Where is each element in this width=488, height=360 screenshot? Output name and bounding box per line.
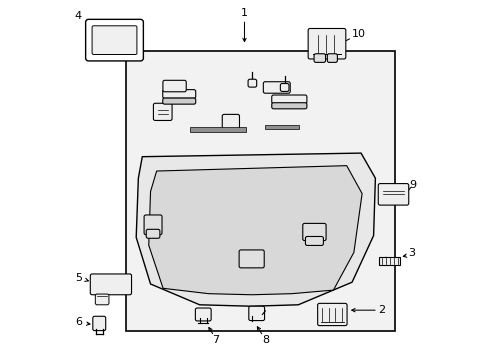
FancyBboxPatch shape [126,51,394,330]
FancyBboxPatch shape [271,103,306,109]
FancyBboxPatch shape [85,19,143,61]
FancyBboxPatch shape [248,306,264,320]
FancyBboxPatch shape [222,114,239,131]
FancyBboxPatch shape [163,90,195,98]
FancyBboxPatch shape [317,303,346,325]
FancyBboxPatch shape [378,257,400,265]
Text: 10: 10 [351,29,366,39]
FancyBboxPatch shape [313,54,325,62]
Text: 1: 1 [241,8,247,18]
FancyBboxPatch shape [195,308,211,321]
FancyBboxPatch shape [93,316,105,330]
FancyBboxPatch shape [263,82,290,93]
FancyBboxPatch shape [302,224,325,240]
FancyBboxPatch shape [305,237,323,246]
FancyBboxPatch shape [163,98,195,104]
PathPatch shape [136,153,375,306]
FancyBboxPatch shape [326,54,337,62]
Text: 3: 3 [407,248,414,258]
Text: 4: 4 [75,11,82,21]
Text: 7: 7 [212,334,219,345]
Text: 6: 6 [75,317,82,327]
FancyBboxPatch shape [280,84,288,91]
FancyBboxPatch shape [95,294,109,305]
FancyBboxPatch shape [163,80,186,92]
PathPatch shape [148,166,362,295]
Text: 9: 9 [408,180,416,190]
FancyBboxPatch shape [146,229,160,238]
Text: 2: 2 [378,305,385,315]
Text: 5: 5 [75,273,82,283]
FancyBboxPatch shape [378,184,408,205]
FancyBboxPatch shape [153,103,172,121]
FancyBboxPatch shape [144,215,162,235]
FancyBboxPatch shape [307,28,345,59]
FancyBboxPatch shape [247,79,256,87]
FancyBboxPatch shape [190,127,245,132]
FancyBboxPatch shape [265,125,299,129]
FancyBboxPatch shape [90,274,131,295]
FancyBboxPatch shape [239,250,264,268]
Text: 8: 8 [262,334,269,345]
FancyBboxPatch shape [271,95,306,104]
FancyBboxPatch shape [92,26,137,54]
